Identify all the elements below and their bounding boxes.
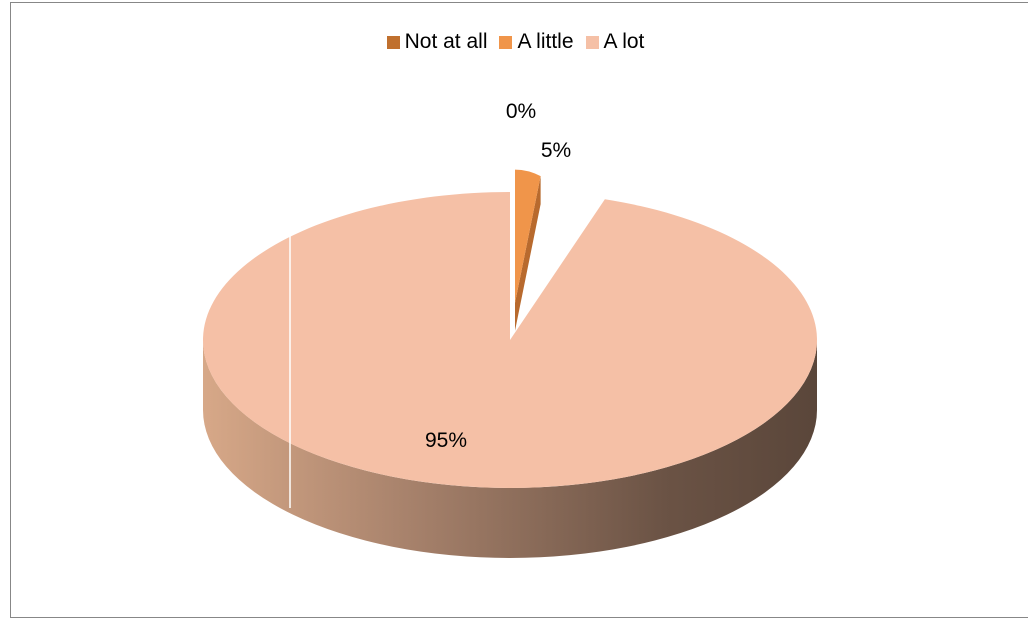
pie-slice-side-a-lot — [203, 340, 817, 558]
pie-slice-a-little — [515, 169, 541, 303]
legend-swatch-not-at-all — [386, 35, 400, 49]
legend-label-not-at-all: Not at all — [404, 30, 488, 53]
legend-swatch-a-little — [499, 35, 513, 49]
pie-slice-a-lot — [203, 192, 817, 489]
data-label-a-lot: 95% — [425, 429, 467, 452]
legend: Not at all A little A lot — [0, 30, 1031, 54]
legend-item-a-lot: A lot — [585, 30, 645, 54]
legend-item-not-at-all: Not at all — [386, 30, 488, 54]
legend-swatch-a-lot — [585, 35, 599, 49]
legend-label-a-lot: A lot — [603, 30, 645, 53]
data-label-not-at-all: 0% — [506, 100, 536, 123]
legend-item-a-little: A little — [499, 30, 574, 54]
legend-label-a-little: A little — [517, 30, 574, 53]
pie-slice-wall-a-little — [515, 176, 541, 331]
data-label-a-little: 5% — [541, 139, 571, 162]
